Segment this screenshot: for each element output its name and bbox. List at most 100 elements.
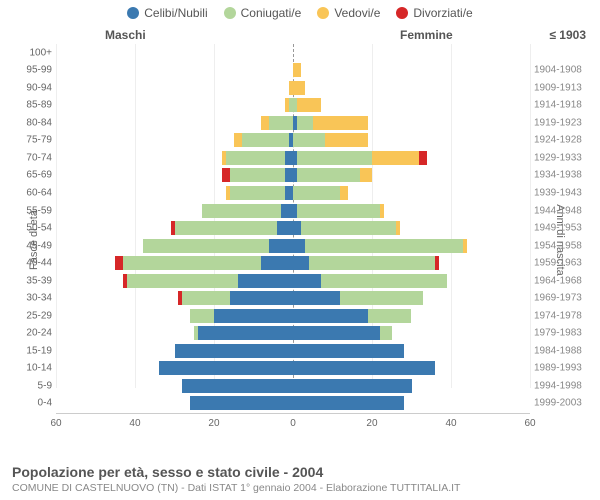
male-bar [56, 326, 293, 340]
bar-segment [293, 291, 340, 305]
bar-segment [372, 151, 419, 165]
bar-segment [435, 256, 439, 270]
pyramid-row: 45-491954-1958 [56, 237, 530, 255]
pyramid-row: 95-991904-1908 [56, 62, 530, 80]
pyramid-row: 15-191984-1988 [56, 342, 530, 360]
bar-segment [222, 168, 230, 182]
chart-area: Fasce di età Anni di nascita 100+95-9919… [0, 44, 600, 436]
pyramid-row: 55-591944-1948 [56, 202, 530, 220]
female-bar [293, 256, 530, 270]
male-bar [56, 168, 293, 182]
header-female: Femmine [400, 28, 453, 42]
female-bar [293, 396, 530, 410]
bar-segment [297, 204, 380, 218]
male-bar [56, 81, 293, 95]
bar-segment [230, 291, 293, 305]
bar-segment [380, 204, 384, 218]
legend-label: Divorziati/e [413, 6, 472, 20]
x-tick: 40 [445, 418, 456, 429]
x-tick: 20 [208, 418, 219, 429]
legend-swatch [317, 7, 329, 19]
male-bar [56, 63, 293, 77]
bar-segment [293, 326, 380, 340]
male-bar [56, 396, 293, 410]
male-bar [56, 186, 293, 200]
bar-segment [313, 116, 368, 130]
legend-item: Coniugati/e [224, 6, 302, 20]
female-bar [293, 98, 530, 112]
bar-segment [190, 309, 214, 323]
pyramid-row: 75-791924-1928 [56, 132, 530, 150]
female-bar [293, 81, 530, 95]
chart-title: Popolazione per età, sesso e stato civil… [12, 464, 588, 480]
female-bar [293, 274, 530, 288]
pyramid-row: 50-541949-1953 [56, 219, 530, 237]
bar-segment [325, 133, 368, 147]
bar-segment [285, 151, 293, 165]
legend-swatch [396, 7, 408, 19]
header-male: Maschi [105, 28, 146, 42]
bar-segment [281, 204, 293, 218]
bar-segment [214, 309, 293, 323]
bar-segment [182, 291, 229, 305]
female-bar [293, 186, 530, 200]
pyramid-row: 20-241979-1983 [56, 325, 530, 343]
pyramid-row: 80-841919-1923 [56, 114, 530, 132]
chart-subtitle: COMUNE DI CASTELNUOVO (TN) - Dati ISTAT … [12, 482, 588, 494]
bar-segment [293, 81, 305, 95]
bar-segment [463, 239, 467, 253]
bar-segment [293, 133, 325, 147]
gridline [530, 44, 531, 388]
male-bar [56, 361, 293, 375]
male-bar [56, 98, 293, 112]
bar-segment [123, 256, 261, 270]
pyramid-row: 40-441959-1963 [56, 254, 530, 272]
female-bar [293, 204, 530, 218]
bar-segment [293, 274, 321, 288]
male-bar [56, 239, 293, 253]
bar-segment [297, 116, 313, 130]
bar-segment [301, 221, 396, 235]
bar-segment [340, 186, 348, 200]
x-tick: 40 [129, 418, 140, 429]
bar-segment [419, 151, 427, 165]
bar-segment [396, 221, 400, 235]
bar-segment [175, 344, 294, 358]
pyramid-row: 35-391964-1968 [56, 272, 530, 290]
bar-segment [269, 239, 293, 253]
bar-segment [190, 396, 293, 410]
bar-segment [297, 168, 360, 182]
bar-segment [277, 221, 293, 235]
bar-segment [293, 344, 404, 358]
bar-segment [202, 204, 281, 218]
female-bar [293, 379, 530, 393]
bar-segment [115, 256, 123, 270]
bar-segment [380, 326, 392, 340]
female-bar [293, 291, 530, 305]
bar-segment [297, 98, 321, 112]
female-bar [293, 344, 530, 358]
male-bar [56, 133, 293, 147]
bar-segment [309, 256, 435, 270]
pyramid-row: 90-941909-1913 [56, 79, 530, 97]
bar-segment [230, 186, 285, 200]
female-bar [293, 151, 530, 165]
bar-segment [159, 361, 293, 375]
chart-footer: Popolazione per età, sesso e stato civil… [12, 464, 588, 494]
legend-item: Divorziati/e [396, 6, 472, 20]
bar-segment [198, 326, 293, 340]
bar-segment [368, 309, 411, 323]
male-bar [56, 344, 293, 358]
male-bar [56, 274, 293, 288]
legend-item: Celibi/Nubili [127, 6, 207, 20]
legend-label: Coniugati/e [241, 6, 302, 20]
male-bar [56, 116, 293, 130]
bar-segment [238, 274, 293, 288]
x-tick: 60 [50, 418, 61, 429]
bar-segment [340, 291, 423, 305]
pyramid-row: 30-341969-1973 [56, 289, 530, 307]
bar-segment [269, 116, 293, 130]
legend-label: Vedovi/e [334, 6, 380, 20]
header-year-lead: ≤ 1903 [549, 28, 586, 42]
bar-segment [360, 168, 372, 182]
